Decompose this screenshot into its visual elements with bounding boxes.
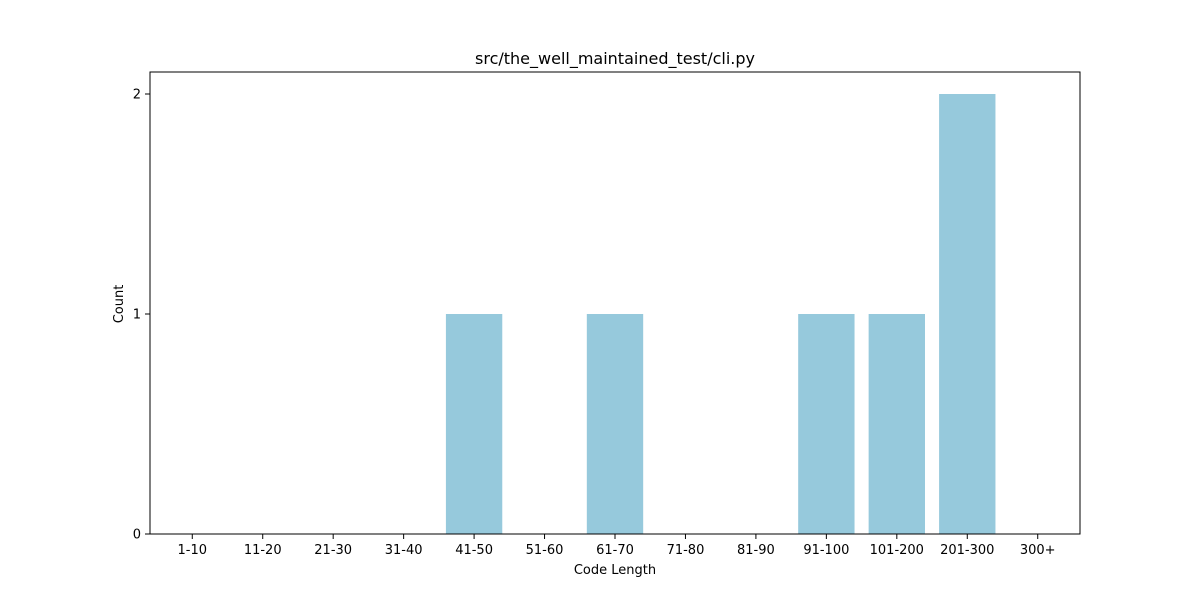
y-axis-label: Count [112, 285, 127, 324]
axes-layer: 1-10 11-20 21-30 31-40 41-50 51-60 61-70 71-80 8… [133, 88, 1056, 559]
x-axis-label: Code Length [574, 563, 656, 578]
x-tick-label: 81-90 [737, 543, 775, 558]
x-tick-label: 1-10 [178, 543, 208, 558]
x-tick-label: 41-50 [455, 543, 493, 558]
y-tick-label: 1 [133, 308, 141, 323]
y-tick-label: 2 [133, 88, 141, 103]
bar-61-70 [586, 314, 644, 534]
plot-frame [149, 71, 1081, 535]
x-tick-label: 11-20 [244, 543, 282, 558]
x-tick-label: 51-60 [526, 543, 564, 558]
y-tick-label: 0 [133, 528, 141, 543]
x-tick-label: 201-300 [940, 543, 994, 558]
chart-title: src/the_well_maintained_test/cli.py [475, 49, 755, 69]
bar-101-200 [868, 314, 925, 534]
bar-201-300 [939, 94, 996, 534]
x-tick-label: 101-200 [870, 543, 924, 558]
bar-91-100 [798, 314, 855, 534]
x-tick-label: 21-30 [314, 543, 352, 558]
bar-41-50 [445, 314, 503, 534]
x-tick-label: 300+ [1020, 543, 1056, 558]
x-tick-label: 61-70 [596, 543, 634, 558]
x-tick-label: 91-100 [803, 543, 849, 558]
x-tick-label: 31-40 [385, 543, 423, 558]
x-tick-label: 71-80 [667, 543, 705, 558]
bars-layer [445, 94, 996, 534]
